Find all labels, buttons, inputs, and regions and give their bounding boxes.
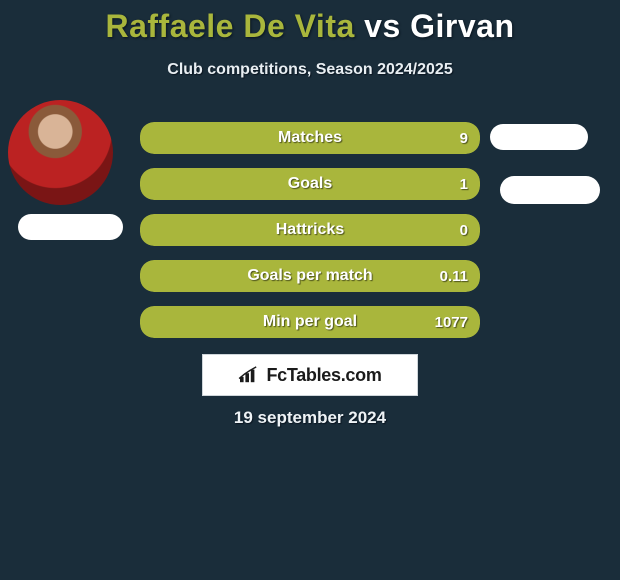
stat-row: Goals 1 bbox=[140, 168, 480, 200]
stat-label: Hattricks bbox=[140, 214, 480, 246]
player1-name: Raffaele De Vita bbox=[105, 8, 354, 44]
stat-label: Goals bbox=[140, 168, 480, 200]
stat-value: 1 bbox=[460, 168, 468, 200]
stat-value: 0.11 bbox=[440, 260, 468, 292]
stat-label: Min per goal bbox=[140, 306, 480, 338]
stat-row: Min per goal 1077 bbox=[140, 306, 480, 338]
player1-avatar bbox=[8, 100, 113, 205]
stat-row: Goals per match 0.11 bbox=[140, 260, 480, 292]
stat-value: 9 bbox=[460, 122, 468, 154]
brand-watermark: FcTables.com bbox=[202, 354, 418, 396]
snapshot-date: 19 september 2024 bbox=[0, 408, 620, 428]
decor-pill bbox=[490, 124, 588, 150]
stats-panel: Matches 9 Goals 1 Hattricks 0 Goals per … bbox=[140, 122, 480, 352]
bar-chart-icon bbox=[238, 366, 260, 384]
decor-pill bbox=[500, 176, 600, 204]
stat-value: 0 bbox=[460, 214, 468, 246]
subtitle: Club competitions, Season 2024/2025 bbox=[0, 61, 620, 79]
vs-label: vs bbox=[364, 8, 401, 44]
decor-pill bbox=[18, 214, 123, 240]
brand-text: FcTables.com bbox=[266, 365, 381, 386]
stat-value: 1077 bbox=[435, 306, 468, 338]
stat-label: Matches bbox=[140, 122, 480, 154]
stat-row: Hattricks 0 bbox=[140, 214, 480, 246]
stat-row: Matches 9 bbox=[140, 122, 480, 154]
player2-name: Girvan bbox=[410, 8, 514, 44]
comparison-title: Raffaele De Vita vs Girvan bbox=[0, 0, 620, 45]
stat-label: Goals per match bbox=[140, 260, 480, 292]
